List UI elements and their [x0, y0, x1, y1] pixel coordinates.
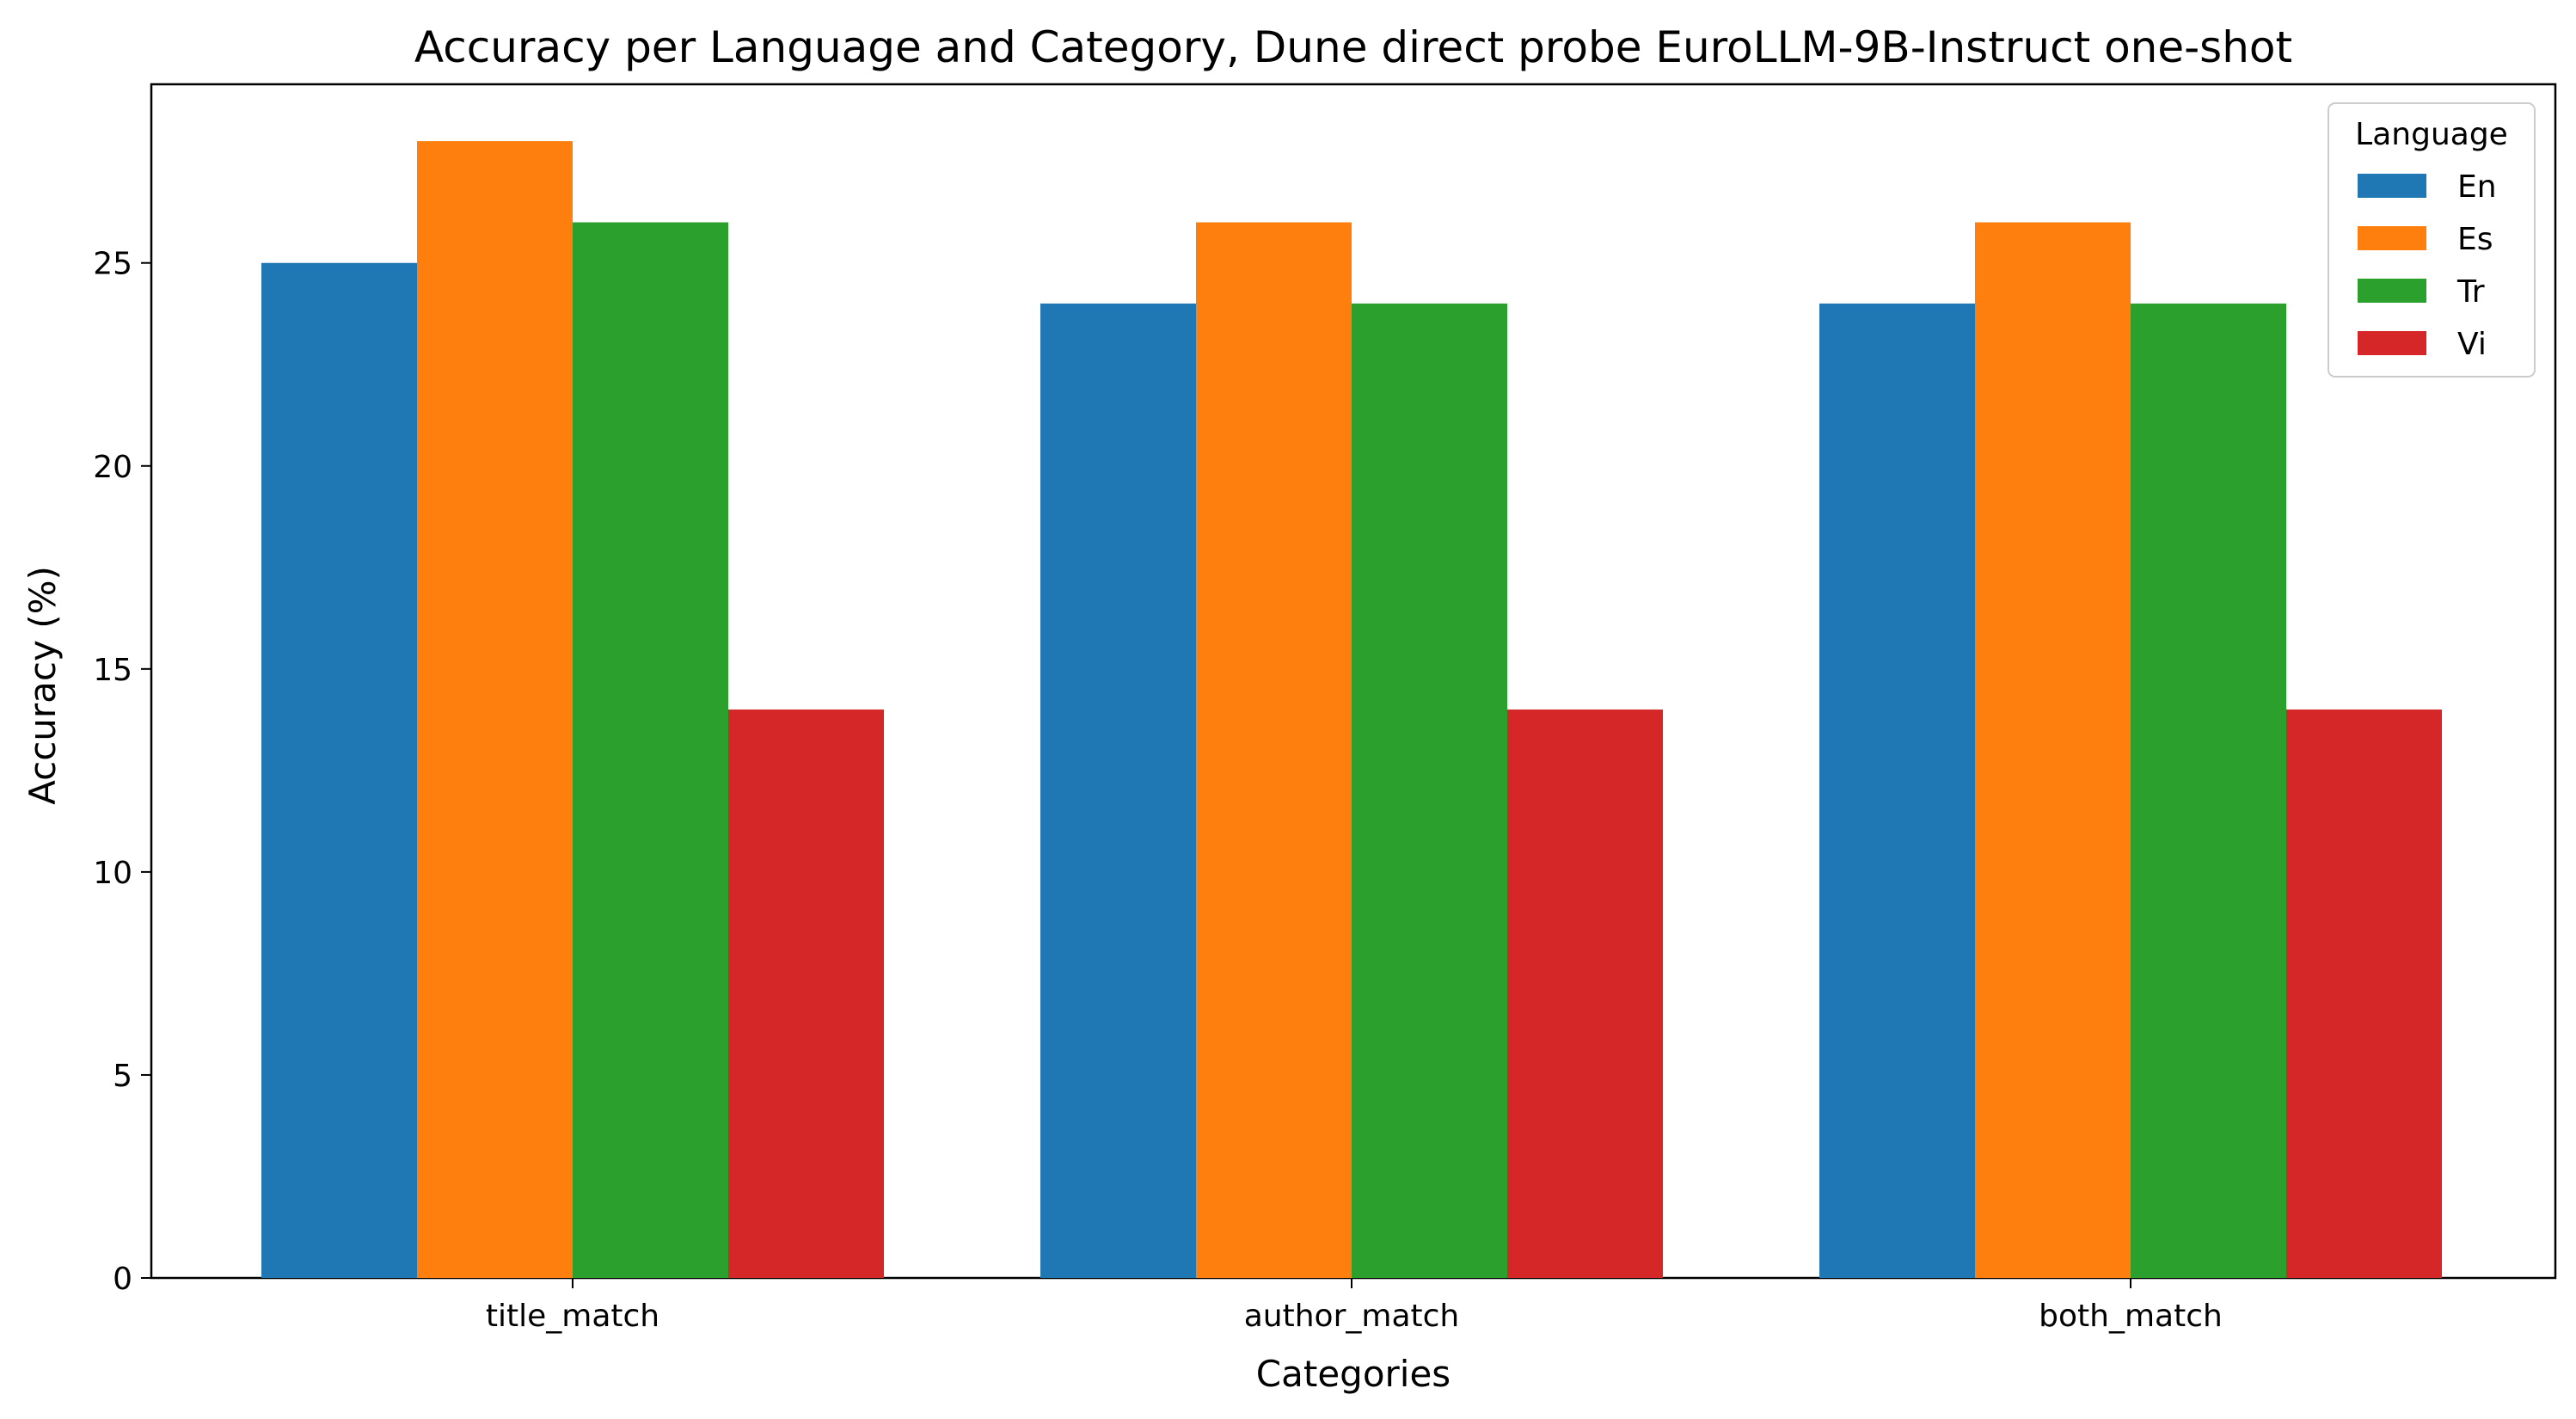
chart-title: Accuracy per Language and Category, Dune… — [414, 22, 2292, 72]
x-tick-label: title_match — [486, 1299, 659, 1334]
y-tick-label: 15 — [93, 653, 132, 688]
x-axis: title_match author_match both_match — [486, 1278, 2223, 1334]
legend-swatch-es — [2358, 226, 2426, 250]
y-tick-label: 25 — [93, 247, 132, 282]
bar-en-author_match — [1040, 303, 1196, 1279]
bar-es-both_match — [1975, 222, 2131, 1279]
bar-vi-title_match — [728, 710, 884, 1278]
bar-tr-both_match — [2131, 303, 2286, 1279]
y-tick-label: 20 — [93, 450, 132, 485]
y-axis: 0 5 10 15 20 25 — [93, 247, 151, 1297]
bar-vi-both_match — [2286, 710, 2442, 1278]
bar-es-author_match — [1196, 222, 1352, 1279]
y-tick-label: 10 — [93, 856, 132, 891]
legend-swatch-tr — [2358, 279, 2426, 303]
y-axis-label: Accuracy (%) — [21, 566, 64, 805]
bar-vi-author_match — [1507, 710, 1663, 1278]
legend-title: Language — [2355, 117, 2508, 152]
bar-tr-title_match — [573, 222, 728, 1279]
x-tick-label: both_match — [2039, 1299, 2223, 1334]
legend-label-vi: Vi — [2457, 327, 2487, 362]
y-tick-label: 5 — [113, 1059, 132, 1094]
bar-en-both_match — [1819, 303, 1975, 1279]
bar-tr-author_match — [1352, 303, 1507, 1279]
bar-es-title_match — [417, 141, 573, 1279]
y-tick-label: 0 — [113, 1262, 132, 1297]
x-axis-label: Categories — [1256, 1353, 1451, 1395]
legend-box — [2328, 102, 2536, 378]
bars — [261, 141, 2442, 1279]
legend-label-tr: Tr — [2456, 274, 2485, 310]
legend-swatch-vi — [2358, 331, 2426, 355]
legend-swatch-en — [2358, 174, 2426, 198]
legend-label-es: Es — [2457, 222, 2493, 257]
legend: Language En Es Tr Vi — [2328, 102, 2536, 378]
bar-en-title_match — [261, 262, 417, 1278]
x-tick-label: author_match — [1244, 1299, 1460, 1334]
legend-label-en: En — [2457, 169, 2497, 205]
